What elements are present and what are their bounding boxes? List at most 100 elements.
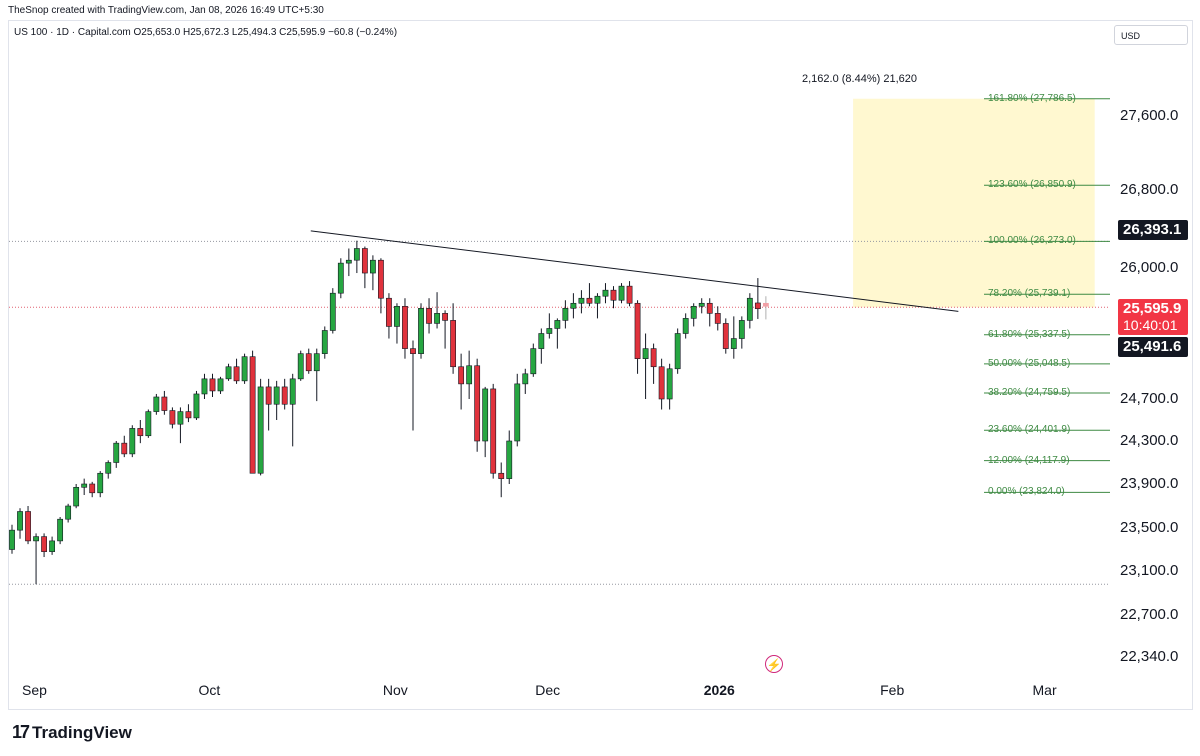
symbol-legend[interactable]: US 100 · 1D · Capital.com O25,653.0 H25,…	[14, 27, 398, 38]
candle-body	[570, 302, 577, 309]
candle-body	[650, 348, 657, 368]
fib-label-7: 23.60% (24,401.9)	[988, 424, 1071, 436]
candle-body	[562, 308, 569, 321]
candle-body	[193, 393, 200, 419]
candle-body	[33, 536, 39, 542]
candle-body	[185, 411, 192, 419]
candle-body	[594, 295, 601, 304]
candle-body	[386, 297, 392, 327]
candle-body	[113, 442, 120, 463]
candle-body	[233, 366, 240, 382]
time-tick-sep: Sep	[22, 682, 47, 698]
candle-body	[241, 356, 248, 382]
candle-body	[490, 388, 497, 474]
candle-body	[257, 386, 264, 474]
last-price-value: 25,595.9	[1123, 299, 1182, 317]
price-tick: 23,100.0	[1120, 562, 1179, 579]
candle-body	[426, 308, 432, 324]
currency-selector[interactable]: USD	[1114, 25, 1188, 45]
fib-label-2: 100.00% (26,273.0)	[988, 235, 1076, 247]
candle-body	[522, 373, 529, 385]
candle-body	[345, 259, 352, 264]
candle-body	[145, 411, 152, 437]
candle-body	[682, 318, 689, 334]
candle-body	[369, 259, 376, 274]
candle-body	[410, 348, 416, 354]
candle-body	[305, 353, 312, 372]
candle-body	[249, 356, 256, 474]
fib-label-8: 12.00% (24,117.9)	[988, 454, 1070, 466]
candle-body	[434, 313, 440, 324]
price-tick: 22,340.0	[1120, 648, 1179, 665]
measure-label: 2,162.0 (8.44%) 21,620	[802, 73, 917, 85]
candle-body	[161, 396, 168, 411]
candle-body	[137, 428, 144, 437]
tradingview-brand[interactable]: 17 TradingView	[12, 722, 132, 743]
high-price-badge: 26,393.1	[1118, 219, 1188, 240]
candle-body	[289, 378, 296, 405]
candle-body	[121, 442, 128, 455]
candle-body	[554, 320, 561, 329]
candle-body	[97, 472, 104, 494]
candle-body	[586, 297, 593, 304]
low-price-badge: 25,491.6	[1118, 337, 1188, 358]
candle-body	[514, 383, 521, 442]
candle-body	[458, 366, 465, 385]
candle-body	[578, 297, 585, 304]
candle-body	[746, 297, 753, 321]
candle-body	[394, 305, 400, 327]
candle-body	[610, 289, 617, 301]
candle-body	[690, 305, 697, 319]
candle-body	[482, 388, 489, 442]
candle-body	[201, 378, 208, 395]
candle-body	[714, 313, 721, 324]
fib-label-0: 161.80% (27,786.5)	[988, 92, 1076, 104]
attribution-text: TheSnop created with TradingView.com, Ja…	[8, 5, 324, 16]
flash-icon[interactable]: ⚡	[765, 655, 783, 673]
fib-label-6: 38.20% (24,759.5)	[988, 387, 1071, 398]
candle-body	[722, 323, 729, 349]
brand-name: TradingView	[32, 722, 132, 742]
time-tick-dec: Dec	[535, 682, 561, 698]
countdown-timer: 10:40:01	[1123, 316, 1178, 333]
candle-body	[626, 285, 633, 304]
candle-body	[474, 365, 481, 442]
candle-body	[329, 292, 336, 331]
candle-body	[546, 328, 553, 334]
candle-body	[466, 365, 473, 385]
candle-body	[658, 366, 665, 400]
candle-body	[666, 368, 673, 400]
tradingview-logo-icon: 17	[12, 722, 30, 742]
price-tick: 27,600.0	[1120, 107, 1179, 124]
candle-body	[281, 386, 288, 405]
candle-body	[209, 378, 216, 392]
candle-body	[402, 305, 408, 349]
candle-body	[642, 348, 649, 359]
candle-body	[129, 428, 136, 455]
candle-body	[313, 353, 320, 372]
candle-body	[538, 333, 545, 349]
candle-body	[618, 285, 625, 301]
candle-body	[530, 348, 537, 375]
candle-body	[730, 338, 737, 349]
descending-trendline	[310, 230, 959, 312]
fib-label-3: 78.20% (25,739.1)	[988, 288, 1071, 300]
candle-body	[177, 411, 184, 425]
candle-body	[17, 511, 23, 531]
fib-label-1: 123.60% (26,850.9)	[988, 179, 1076, 191]
price-tick: 23,500.0	[1120, 519, 1179, 536]
candle-body	[754, 302, 761, 310]
candle-body	[602, 289, 609, 297]
candle-body	[297, 353, 304, 380]
candle-body	[506, 440, 513, 479]
candle-body	[698, 302, 705, 307]
candle-body	[418, 308, 424, 354]
price-tick: 22,700.0	[1120, 606, 1179, 623]
time-tick-feb: Feb	[880, 682, 905, 698]
time-tick-oct: Oct	[198, 682, 221, 698]
last-price-badge: 25,595.9 10:40:01	[1118, 298, 1188, 335]
time-tick-mar: Mar	[1032, 682, 1057, 698]
candle-body	[225, 366, 232, 380]
candle-body	[674, 333, 681, 370]
